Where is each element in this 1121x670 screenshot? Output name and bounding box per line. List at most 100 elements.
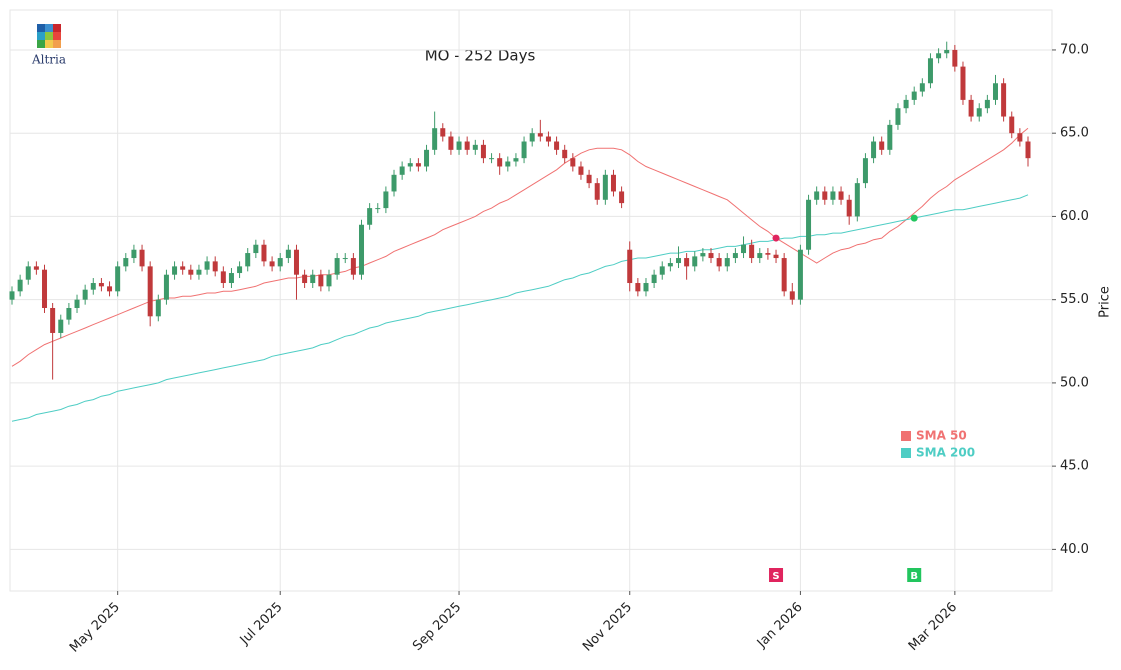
candle-body — [554, 141, 560, 150]
candle-body — [976, 108, 982, 117]
candle-body — [773, 254, 779, 259]
candle-body — [302, 274, 308, 284]
candle-body — [155, 299, 161, 317]
candles — [9, 41, 1031, 380]
candle-body — [749, 244, 755, 259]
signal-dot — [772, 234, 780, 242]
candle-body — [472, 144, 478, 150]
candle-body — [277, 258, 283, 267]
candle-body — [602, 174, 608, 200]
candle-body — [984, 99, 990, 109]
candle-body — [627, 249, 633, 284]
y-tick-label: 65.0 — [1060, 126, 1089, 141]
candle-body — [204, 261, 210, 270]
signal-label: S — [772, 571, 779, 582]
candle-body — [261, 244, 267, 262]
candle-body — [285, 249, 291, 259]
candle-body — [619, 191, 625, 204]
candle-body — [838, 191, 844, 200]
candle-body — [757, 253, 763, 259]
candle-body — [781, 258, 787, 292]
candle-body — [594, 183, 600, 200]
y-tick-label: 70.0 — [1060, 42, 1089, 57]
x-tick-label: May 2025 — [67, 600, 123, 656]
candle-body — [1009, 116, 1015, 134]
x-tick-label: Jul 2025 — [237, 600, 286, 649]
candle-body — [741, 244, 747, 254]
candle-body — [846, 199, 852, 217]
candle-body — [42, 269, 48, 308]
candle-body — [415, 163, 421, 167]
candle-body — [1025, 141, 1031, 159]
signal-box — [907, 568, 922, 582]
candle-body — [489, 158, 495, 160]
legend-label: SMA 200 — [916, 446, 975, 460]
candle-body — [50, 307, 56, 333]
y-axis-label: Price — [1098, 286, 1113, 318]
candle-body — [188, 269, 194, 275]
candle-body — [675, 258, 681, 264]
candle-body — [724, 258, 730, 267]
candle-body — [887, 124, 893, 150]
candle-body — [944, 49, 950, 54]
candle-body — [245, 253, 251, 267]
candle-body — [871, 141, 877, 159]
candle-body — [692, 256, 698, 267]
candle-body — [66, 307, 72, 320]
candle-body — [147, 266, 153, 317]
candle-body — [74, 299, 80, 308]
candle-body — [432, 128, 438, 150]
candle-body — [456, 141, 462, 150]
candle-body — [968, 99, 974, 117]
legend-label: SMA 50 — [916, 429, 967, 443]
candle-body — [448, 136, 454, 150]
candle-body — [98, 283, 104, 287]
candle-body — [310, 274, 316, 284]
candle-body — [586, 174, 592, 184]
candle-body — [806, 199, 812, 250]
y-tick-label: 50.0 — [1060, 375, 1089, 390]
candle-body — [359, 224, 365, 275]
candle-body — [570, 158, 576, 167]
candle-body — [545, 136, 551, 142]
candle-body — [936, 53, 942, 59]
candle-body — [992, 83, 998, 100]
chart-title: MO - 252 Days — [425, 47, 536, 65]
candle-body — [765, 253, 771, 255]
candle-body — [237, 266, 243, 274]
candle-body — [350, 258, 356, 275]
candle-body — [1001, 83, 1007, 117]
candle-body — [513, 158, 519, 162]
plot-area — [9, 9, 1053, 592]
candle-body — [253, 244, 259, 254]
candle-body — [375, 208, 381, 210]
grid — [10, 10, 1052, 591]
candle-body — [960, 66, 966, 100]
candle-body — [651, 274, 657, 284]
candle-body — [391, 174, 397, 192]
candle-body — [9, 291, 15, 300]
candle-body — [879, 141, 885, 150]
candle-body — [464, 141, 470, 150]
candle-body — [700, 253, 706, 257]
candle-body — [228, 273, 234, 284]
candle-body — [293, 249, 299, 275]
candle-body — [911, 91, 917, 100]
candle-body — [578, 166, 584, 175]
logo-text: Altria — [31, 53, 66, 67]
candle-body — [732, 253, 738, 259]
sma-line — [11, 194, 1029, 422]
candle-body — [789, 291, 795, 300]
candle-body — [115, 266, 121, 292]
candle-body — [180, 266, 186, 270]
candle-body — [480, 144, 486, 159]
candle-body — [708, 253, 714, 259]
candle-body — [326, 274, 332, 287]
candle-body — [643, 283, 649, 292]
candle-body — [172, 266, 178, 275]
candle-body — [82, 289, 88, 300]
x-tick-label: Mar 2026 — [906, 600, 960, 654]
candle-body — [927, 58, 933, 84]
candle-body — [797, 249, 803, 300]
